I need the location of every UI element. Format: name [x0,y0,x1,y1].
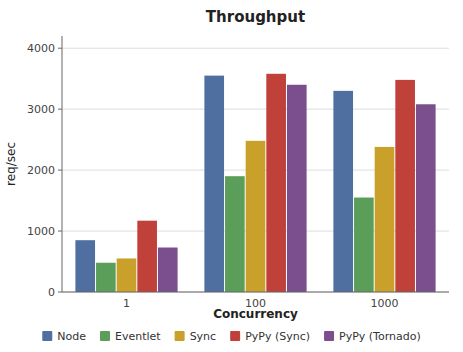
legend-label: Sync [190,330,217,343]
legend-swatch [324,331,334,341]
bar [137,221,157,292]
x-tick-label: 1 [123,297,130,310]
y-axis-line [62,36,63,292]
bar-series [137,74,415,292]
bar [158,248,178,292]
bar-series [158,85,436,292]
bar-series [96,176,374,292]
y-tick-label: 0 [48,286,55,299]
y-tick [58,231,62,232]
legend-item: Eventlet [100,330,161,343]
grid-line [62,292,449,293]
bar [266,74,286,292]
y-axis-label: req/sec [4,142,18,186]
grid-line [62,109,449,110]
legend-item: PyPy (Tornado) [324,330,421,343]
bar [354,198,374,292]
x-axis-label: Concurrency [213,307,298,321]
chart-container: Node Eventlet Sync PyPy (Sync) PyPy (Tornado… [0,0,463,352]
bar [204,76,224,292]
y-tick-label: 1000 [27,225,55,238]
bar [375,147,395,292]
legend-item: Node [42,330,86,343]
bar [117,258,137,292]
bar [246,141,266,292]
grid-line [62,48,449,49]
legend-swatch [42,331,52,341]
y-tick [58,292,62,293]
legend: Node Eventlet Sync PyPy (Sync) PyPy (Tornado… [42,330,420,343]
y-tick [58,109,62,110]
bar [416,104,436,292]
y-axis: 0 1000 2000 3000 4000 [27,36,62,299]
bars [75,74,435,292]
legend-label: PyPy (Tornado) [339,330,421,343]
chart-svg: Node Eventlet Sync PyPy (Sync) PyPy (Tornado… [0,0,463,352]
y-tick [58,48,62,49]
legend-label: Node [57,330,86,343]
y-tick [58,170,62,171]
legend-item: Sync [175,330,217,343]
bar [287,85,307,292]
bar [395,80,415,292]
legend-label: Eventlet [115,330,161,343]
bar [75,240,95,292]
chart-title: Throughput [206,8,305,26]
x-tick-label: 1000 [371,297,399,310]
x-axis-line [62,292,449,293]
y-tick-label: 3000 [27,103,55,116]
bar [333,91,353,292]
legend-item: PyPy (Sync) [230,330,310,343]
legend-swatch [175,331,185,341]
grid [62,48,449,292]
bar-series [117,141,395,292]
legend-swatch [100,331,110,341]
y-tick-label: 2000 [27,164,55,177]
legend-swatch [230,331,240,341]
bar [225,176,245,292]
bar-series [75,76,353,292]
legend-label: PyPy (Sync) [245,330,310,343]
y-tick-label: 4000 [27,42,55,55]
bar [96,263,116,292]
